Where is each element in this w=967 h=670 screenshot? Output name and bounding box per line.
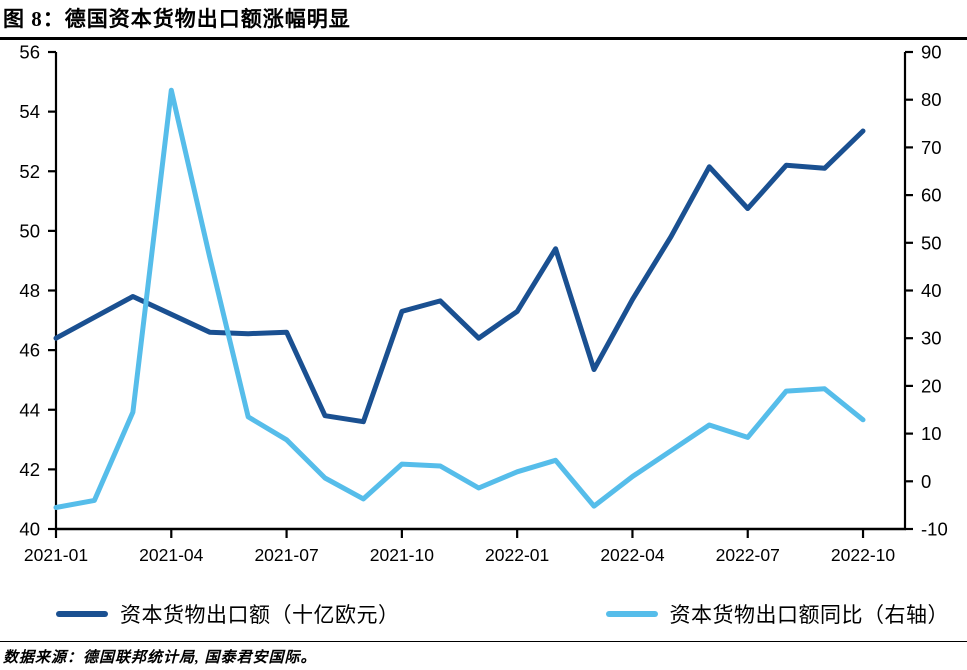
x-axis-tick-label: 2022-07 (716, 545, 780, 565)
series-line-yoy (53, 87, 866, 510)
y-axis-right-tick-label: 80 (921, 89, 942, 110)
x-axis-tick-label: 2022-10 (831, 545, 895, 565)
y-axis-right-tick-label: 60 (921, 185, 942, 206)
title-underline (0, 37, 967, 40)
y-axis-right-tick-label: 0 (921, 471, 931, 492)
data-source-note: 数据来源：德国联邦统计局, 国泰君安国际。 (3, 650, 317, 666)
y-axis-left-tick-label: 54 (19, 101, 40, 122)
y-axis-left-tick-label: 52 (19, 161, 40, 182)
y-axis-right-tick-label: 40 (921, 280, 942, 301)
legend-item-exports: 资本货物出口额（十亿欧元） (56, 599, 400, 629)
y-axis-right-tick-label: -10 (921, 519, 948, 540)
y-axis-right-tick-label: 70 (921, 137, 942, 158)
x-axis-tick-label: 2021-07 (254, 545, 318, 565)
footer-divider (0, 641, 967, 642)
y-axis-left-tick-label: 40 (19, 519, 40, 540)
y-axis-left-tick-label: 42 (19, 459, 40, 480)
x-axis-tick-label: 2022-01 (485, 545, 549, 565)
legend-label-yoy: 资本货物出口额同比（右轴） (669, 603, 949, 627)
legend-swatch-exports-line (56, 611, 108, 617)
y-axis-right-tick-label: 10 (921, 423, 942, 444)
y-axis-right-tick-label: 50 (921, 232, 942, 253)
y-axis-left-tick-label: 56 (19, 42, 40, 63)
chart-title: 图 8：德国资本货物出口额涨幅明显 (3, 7, 351, 31)
y-axis-left-tick-label: 48 (19, 280, 40, 301)
legend-swatch-yoy-line (605, 611, 658, 617)
y-axis-left-tick-label: 44 (19, 399, 40, 420)
legend-label-exports: 资本货物出口额（十亿欧元） (120, 603, 400, 627)
x-axis-tick-label: 2022-04 (600, 545, 664, 565)
y-axis-left-tick-label: 50 (19, 220, 40, 241)
y-axis-right-tick-label: 20 (921, 375, 942, 396)
chart-canvas: 40 42 44 46 48 50 52 54 56 -10 0 10 20 30 40 50 60 70 80 90… (19, 42, 948, 566)
y-axis-left-tick-label: 46 (19, 340, 40, 361)
x-axis-tick-label: 2021-01 (24, 545, 88, 565)
y-axis-right-tick-label: 30 (921, 328, 942, 349)
x-axis-tick-label: 2021-10 (370, 545, 434, 565)
x-axis-tick-label: 2021-04 (139, 545, 203, 565)
y-axis-right-tick-label: 90 (921, 42, 942, 63)
series-line-exports (53, 128, 866, 425)
chart-legend: 资本货物出口额（十亿欧元） 资本货物出口额同比（右轴） (0, 596, 967, 632)
legend-item-yoy: 资本货物出口额同比（右轴） (605, 599, 950, 629)
